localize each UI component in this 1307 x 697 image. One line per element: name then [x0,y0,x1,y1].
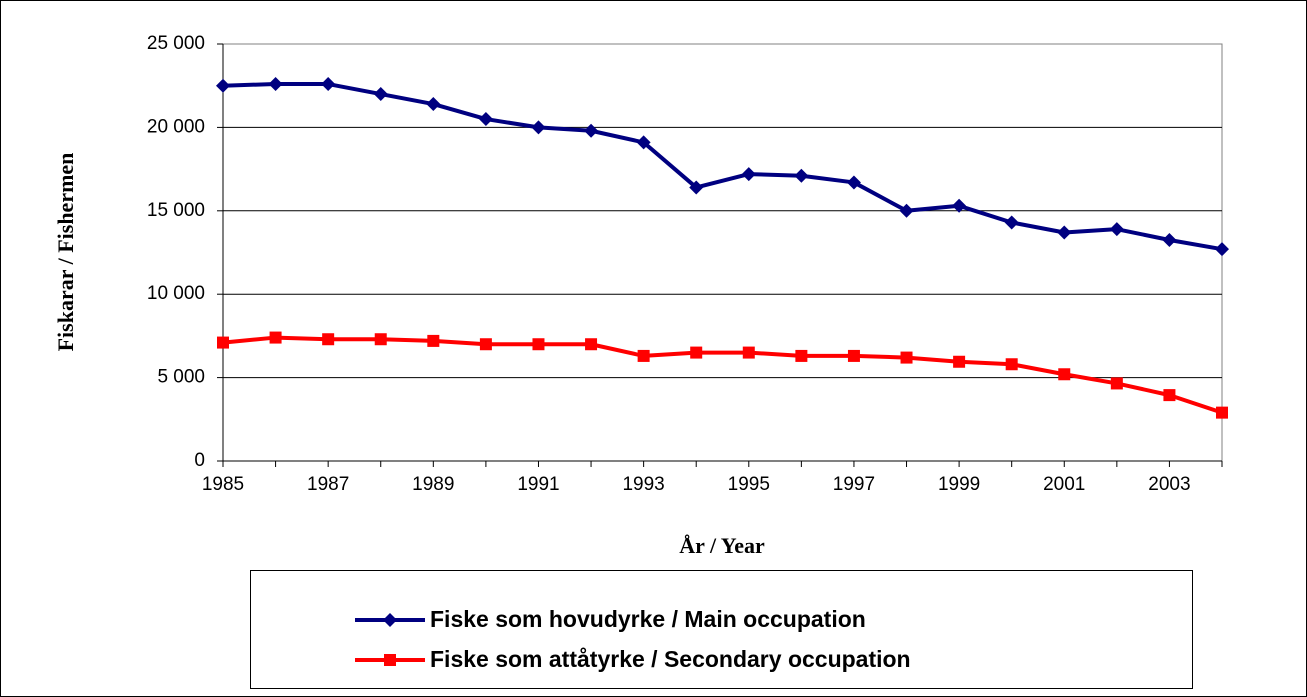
data-point [1162,232,1177,247]
data-point [636,135,651,150]
data-point [426,97,441,112]
data-point [1109,222,1124,237]
data-point [1216,406,1228,419]
x-tick-label: 1987 [307,474,349,495]
data-point [1163,389,1176,402]
data-point [216,78,230,93]
data-point [1004,215,1019,230]
x-tick-label: 1989 [412,474,454,495]
data-point [269,331,282,344]
plot-area [222,43,1223,462]
data-point [1005,358,1018,371]
data-point [217,336,229,349]
data-point [322,333,335,346]
x-tick-label: 2001 [1043,474,1085,495]
data-point [478,112,493,127]
y-tick-label: 25 000 [147,33,205,54]
data-point [952,198,967,213]
data-point [584,123,599,138]
x-tick-label: 1985 [202,474,244,495]
data-point [794,168,809,183]
data-point [1058,368,1071,381]
x-axis-title: År / Year [679,533,765,558]
data-point [899,203,914,218]
data-point [690,346,703,359]
x-tick-label: 1993 [622,474,664,495]
data-point [742,346,755,359]
data-point [847,349,860,362]
data-point [321,77,336,92]
data-point [374,333,387,346]
data-point [846,175,861,190]
data-point [637,349,650,362]
y-tick-label: 15 000 [147,200,205,221]
x-tick-label: 1997 [833,474,875,495]
y-tick-label: 5 000 [157,367,205,388]
series-line [222,82,1223,252]
data-point [479,338,492,351]
data-point [1110,377,1123,390]
data-point [373,87,388,102]
data-point [689,180,704,195]
legend-marker [384,654,396,666]
x-tick-label: 1995 [728,474,770,495]
data-point [532,338,545,351]
data-point [531,120,546,135]
series-line [222,335,1223,415]
y-tick-label: 0 [194,450,205,471]
data-point [585,338,598,351]
data-point [268,77,283,92]
data-point [900,351,913,364]
x-tick-label: 1991 [517,474,559,495]
legend-label: Fiske som attåtyrke / Secondary occupati… [430,646,911,672]
y-tick-label: 20 000 [147,116,205,137]
legend-label: Fiske som hovudyrke / Main occupation [430,606,866,632]
data-point [1215,242,1229,257]
x-tick-label: 1999 [938,474,980,495]
data-point [741,167,756,182]
data-point [1057,225,1072,240]
y-axis-title: Fiskarar / Fishermen [53,153,78,352]
data-point [953,355,966,368]
data-point [427,334,440,347]
data-point [795,349,808,362]
legend [250,570,1193,689]
y-tick-label: 10 000 [147,283,205,304]
x-tick-label: 2003 [1148,474,1190,495]
legend-marker [383,613,397,627]
